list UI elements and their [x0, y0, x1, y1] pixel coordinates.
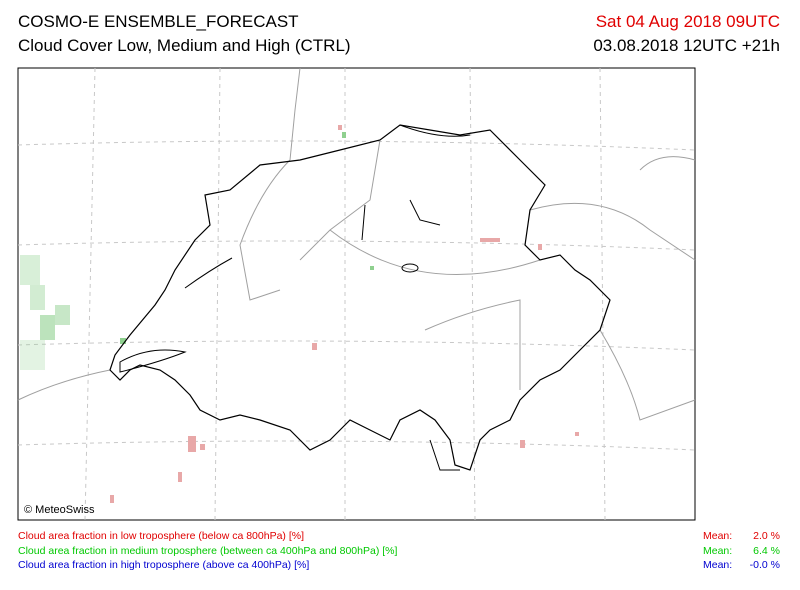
country-border	[109, 124, 611, 471]
mean-label: Mean:	[703, 544, 733, 557]
run-time: 03.08.2018 12UTC +21h	[593, 36, 780, 55]
region-borders	[17, 67, 696, 421]
valid-time: Sat 04 Aug 2018 09UTC	[595, 12, 780, 31]
title: COSMO-E ENSEMBLE_FORECAST	[18, 12, 299, 31]
legend-label: Cloud area fraction in medium tropospher…	[18, 544, 398, 557]
map-frame	[17, 67, 696, 521]
lakes	[119, 124, 471, 471]
mean-label: Mean:	[703, 559, 733, 571]
mean-value: -0.0 %	[749, 559, 780, 571]
mean-value: 2.0 %	[753, 530, 780, 542]
subtitle: Cloud Cover Low, Medium and High (CTRL)	[18, 36, 351, 55]
medium-cloud-cells	[20, 132, 374, 370]
map: © MeteoSwiss	[17, 67, 696, 521]
legend-label: Cloud area fraction in low troposphere (…	[18, 530, 304, 542]
mean-label: Mean:	[703, 530, 733, 542]
graticule	[17, 67, 696, 521]
mean-value: 6.4 %	[753, 544, 780, 557]
low-cloud-cells	[110, 125, 579, 503]
legend-label: Cloud area fraction in high troposphere …	[18, 559, 310, 571]
map-credit: © MeteoSwiss	[24, 504, 95, 516]
